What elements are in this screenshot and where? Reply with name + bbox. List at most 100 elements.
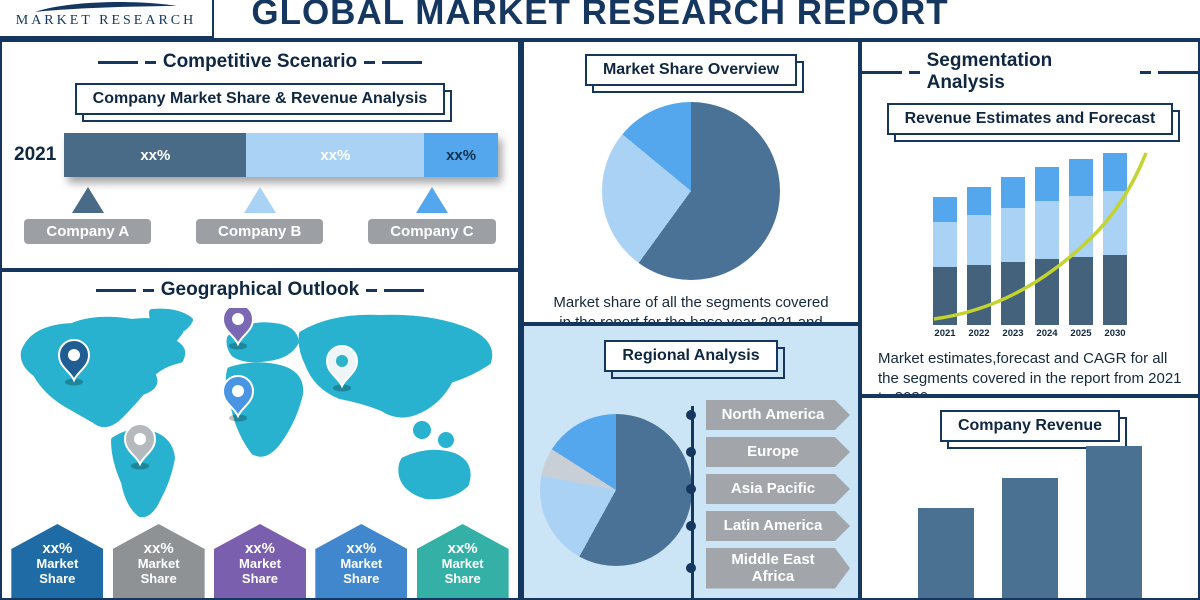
badge-percentage: xx% (346, 540, 377, 557)
bar-segment-base (1103, 255, 1127, 325)
region-dot (686, 521, 696, 531)
bar-segment-base (967, 265, 991, 325)
segmentation-analysis-panel: Segmentation Analysis Revenue Estimates … (862, 42, 1198, 394)
bar-segment-top (967, 187, 991, 215)
company-label: Company A (24, 219, 152, 244)
bar-segment-base (1001, 262, 1025, 325)
bar-segment-mid (1069, 196, 1093, 257)
company-revenue-panel: Company Revenue (862, 398, 1198, 598)
badge-label: Market Share (36, 556, 79, 586)
map-pin-europe-icon (221, 308, 255, 350)
company-revenue-title: Company Revenue (939, 410, 1128, 449)
bar-segment-mid (1035, 201, 1059, 259)
decorative-line (384, 288, 425, 292)
competitive-subtitle-text: Company Market Share & Revenue Analysis (92, 90, 428, 107)
region-row: North America (686, 400, 850, 430)
market-share-badge: xx% Market Share (112, 524, 205, 598)
bar-segment-top (933, 197, 957, 222)
region-dot (686, 563, 696, 574)
stacked-bar (967, 187, 991, 325)
bar-segment-base (1069, 257, 1093, 325)
market-share-pie-chart (602, 102, 780, 280)
region-row: Asia Pacific (686, 474, 850, 504)
regional-title-text: Regional Analysis (622, 347, 760, 364)
company-share-bar: xx% xx% xx% (64, 133, 498, 177)
company-pointer-triangle (415, 187, 448, 213)
stacked-bar (1001, 177, 1025, 325)
market-share-badge: xx% Market Share (315, 524, 408, 598)
bar-segment-mid (933, 222, 957, 267)
segmentation-subtitle: Revenue Estimates and Forecast (886, 103, 1181, 142)
company-revenue-title-text: Company Revenue (957, 417, 1103, 434)
geographical-title-text: Geographical Outlook (160, 279, 360, 300)
segmentation-caption: Market estimates,forecast and CAGR for a… (878, 350, 1182, 394)
logo: MARKET RESEARCH (0, 0, 214, 38)
segmentation-year-labels: 2021 2022 2023 2024 2025 2030 (862, 328, 1198, 339)
decorative-line (382, 60, 423, 64)
revenue-bar (1002, 478, 1058, 598)
revenue-bar (1086, 446, 1142, 598)
market-share-overview-panel: Market Share Overview Market share of al… (524, 42, 858, 322)
company-pointer-triangle (243, 187, 276, 213)
region-dot (686, 484, 696, 494)
year-label: 2023 (1002, 328, 1024, 339)
stacked-bar (1035, 167, 1059, 325)
bar-segment-top (1103, 153, 1127, 191)
page-title: GLOBAL MARKET RESEARCH REPORT (251, 0, 949, 32)
decorative-dash (1140, 70, 1152, 74)
badge-label: Market Share (441, 556, 484, 586)
bar-segment-base (1035, 259, 1059, 325)
company-column: Company B (196, 187, 324, 244)
market-share-badge: xx% Market Share (11, 524, 104, 598)
year-label: 2022 (968, 328, 990, 339)
region-ribbon: Europe (706, 437, 850, 467)
market-share-badge: xx% Market Share (213, 524, 306, 598)
segmentation-chart (862, 143, 1198, 325)
logo-swoosh-icon (35, 2, 177, 12)
company-labels-row: Company A Company B Company C (2, 187, 518, 244)
market-share-title-text: Market Share Overview (602, 61, 780, 78)
badge-label: Market Share (340, 556, 383, 586)
share-segment-2: xx% (246, 133, 425, 177)
share-segment-3: xx% (424, 133, 498, 177)
competitive-title-text: Competitive Scenario (162, 51, 358, 72)
badge-percentage: xx% (244, 540, 275, 557)
continents (20, 308, 493, 518)
company-share-row: 2021 xx% xx% xx% (14, 133, 498, 177)
cagr-trend-curve (933, 152, 1148, 321)
stacked-bar (933, 197, 957, 325)
competitive-scenario-panel: Competitive Scenario Company Market Shar… (2, 42, 518, 268)
badge-percentage: xx% (42, 540, 73, 557)
company-revenue-chart (862, 446, 1198, 598)
bar-segment-mid (967, 215, 991, 265)
bar-segment-top (1001, 177, 1025, 208)
bar-segment-base (933, 267, 957, 325)
market-share-caption: Market share of all the segments covered… (553, 294, 829, 322)
badge-label: Market Share (137, 556, 180, 586)
region-ribbon: Middle East Africa (706, 548, 850, 589)
region-row: Middle East Africa (686, 548, 850, 589)
company-column: Company A (24, 187, 152, 244)
segmentation-subtitle-text: Revenue Estimates and Forecast (904, 110, 1156, 127)
map-pin-africa-icon (221, 375, 255, 422)
region-dot (686, 447, 696, 457)
region-ribbon: Asia Pacific (706, 474, 850, 504)
bar-segment-top (1069, 159, 1093, 196)
company-label: Company C (368, 219, 496, 244)
geographical-outlook-panel: Geographical Outlook (2, 272, 518, 598)
year-label: 2024 (1036, 328, 1058, 339)
bar-segment-mid (1001, 208, 1025, 262)
region-ribbon: North America (706, 400, 850, 430)
company-label: Company B (196, 219, 324, 244)
decorative-dash (364, 60, 376, 64)
stacked-bar (1103, 153, 1127, 325)
decorative-dash (142, 288, 154, 292)
segmentation-title: Segmentation Analysis (862, 50, 1198, 94)
company-column: Company C (368, 187, 496, 244)
decorative-line (95, 288, 136, 292)
competitive-title: Competitive Scenario (2, 51, 518, 73)
regional-title: Regional Analysis (604, 340, 785, 379)
badge-percentage: xx% (447, 540, 478, 557)
logo-text: MARKET RESEARCH (15, 13, 197, 28)
